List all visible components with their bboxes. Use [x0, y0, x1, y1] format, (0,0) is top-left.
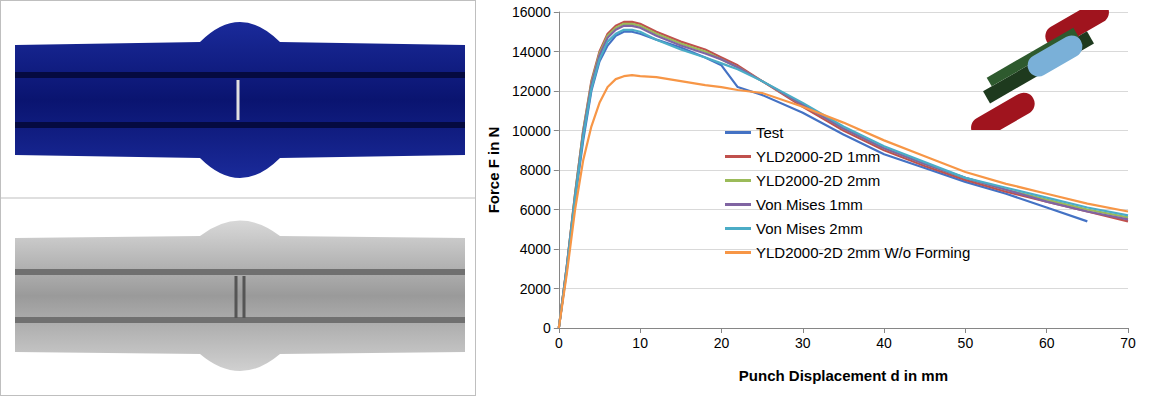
svg-text:Force F in N: Force F in N	[485, 127, 502, 214]
svg-text:Von Mises 2mm: Von Mises 2mm	[756, 220, 863, 237]
svg-text:10000: 10000	[512, 123, 551, 139]
svg-text:14000: 14000	[512, 44, 551, 60]
svg-text:50: 50	[958, 335, 974, 351]
svg-text:0: 0	[555, 335, 563, 351]
svg-text:4000: 4000	[520, 241, 551, 257]
svg-text:70: 70	[1120, 335, 1136, 351]
svg-text:40: 40	[876, 335, 892, 351]
svg-text:Punch Displacement d in mm: Punch Displacement d in mm	[739, 367, 948, 384]
svg-text:10: 10	[632, 335, 648, 351]
svg-text:16000: 16000	[512, 4, 551, 20]
svg-text:YLD2000-2D 2mm: YLD2000-2D 2mm	[756, 172, 880, 189]
svg-text:12000: 12000	[512, 83, 551, 99]
svg-text:30: 30	[795, 335, 811, 351]
svg-text:6000: 6000	[520, 202, 551, 218]
svg-text:0: 0	[543, 320, 551, 336]
svg-text:60: 60	[1039, 335, 1055, 351]
svg-text:YLD2000-2D 1mm: YLD2000-2D 1mm	[756, 148, 880, 165]
svg-text:YLD2000-2D 2mm W/o Forming: YLD2000-2D 2mm W/o Forming	[756, 244, 970, 261]
svg-text:20: 20	[714, 335, 730, 351]
svg-text:8000: 8000	[520, 162, 551, 178]
svg-text:Test: Test	[756, 124, 784, 141]
svg-text:Von Mises 1mm: Von Mises 1mm	[756, 196, 863, 213]
svg-text:2000: 2000	[520, 281, 551, 297]
